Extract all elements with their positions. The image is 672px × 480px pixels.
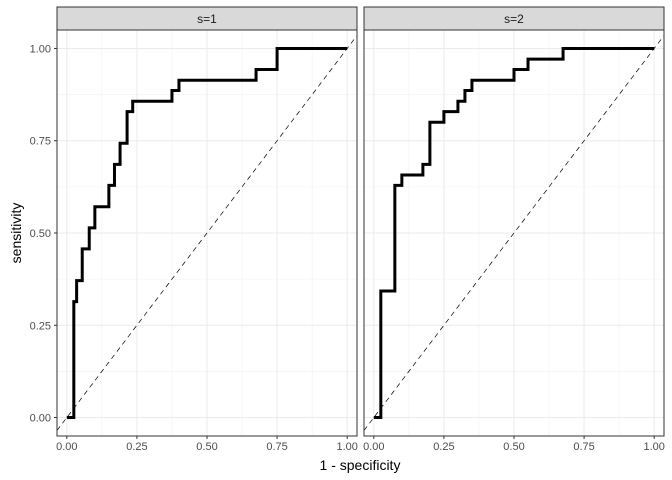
- reference-diagonal: [363, 35, 665, 431]
- x-tick-label: 0.75: [573, 441, 594, 453]
- roc-curve-s=1: [66, 46, 348, 420]
- y-tick-label: 0.50: [30, 228, 51, 240]
- y-axis-title: sensitivity: [8, 203, 24, 264]
- roc-curve-s=2: [373, 46, 655, 420]
- panel-border: [363, 29, 665, 437]
- y-tick-label: 0.25: [30, 320, 51, 332]
- x-tick-label: 0.50: [503, 441, 524, 453]
- panel-1: s=1 0.00 0.25 0.50 0.75 1.00 0.00 0.25 0.50 0.75 1…: [30, 6, 358, 453]
- x-tick-label: 0.50: [196, 441, 217, 453]
- x-tick-label: 0.75: [266, 441, 287, 453]
- panel-strip-label: s=1: [197, 12, 217, 26]
- panel-2: s=2 0.00 0.25 0.50 0.75 1.00: [363, 6, 665, 453]
- x-axis-title: 1 - specificity: [320, 457, 401, 473]
- reference-diagonal: [56, 35, 358, 431]
- y-tick-label: 1.00: [30, 43, 51, 55]
- x-tick-label: 0.00: [56, 441, 77, 453]
- y-tick-label: 0.75: [30, 136, 51, 148]
- x-tick-label: 1.00: [336, 441, 357, 453]
- x-tick-label: 0.25: [126, 441, 147, 453]
- panel-strip-label: s=2: [504, 12, 524, 26]
- y-tick-label: 0.00: [30, 413, 51, 425]
- x-tick-label: 0.25: [433, 441, 454, 453]
- x-tick-label: 1.00: [643, 441, 664, 453]
- x-tick-label: 0.00: [363, 441, 384, 453]
- panel-border: [56, 29, 358, 437]
